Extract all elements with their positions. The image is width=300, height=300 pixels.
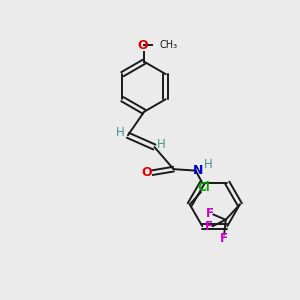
Text: H: H [157, 138, 165, 151]
Text: Cl: Cl [197, 181, 210, 194]
Text: CH₃: CH₃ [159, 40, 178, 50]
Text: F: F [220, 232, 228, 245]
Text: H: H [116, 126, 125, 140]
Text: O: O [137, 39, 148, 52]
Text: N: N [193, 164, 203, 176]
Text: F: F [206, 206, 214, 220]
Text: O: O [142, 166, 152, 179]
Text: H: H [204, 158, 212, 171]
Text: F: F [205, 220, 213, 233]
